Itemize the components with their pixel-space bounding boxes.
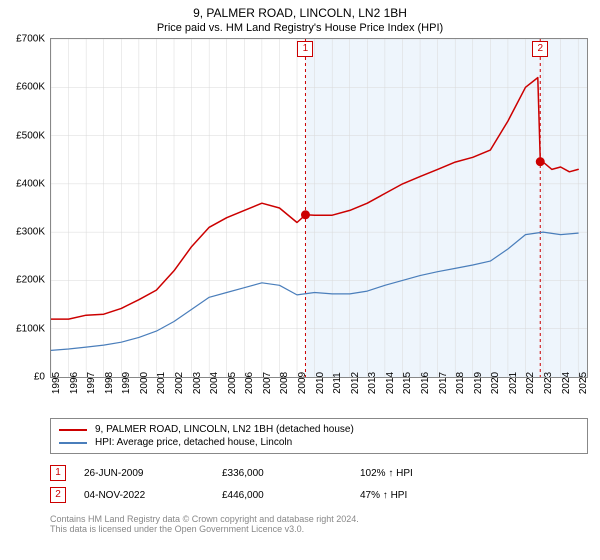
event-marker: 2 <box>532 41 548 57</box>
x-axis-label: 2022 <box>525 372 536 394</box>
transaction-price: £446,000 <box>222 490 342 501</box>
x-axis-label: 2015 <box>402 372 413 394</box>
y-axis-label: £0 <box>34 372 45 383</box>
x-axis-label: 2004 <box>209 372 220 394</box>
x-axis-label: 2018 <box>455 372 466 394</box>
x-axis-label: 2002 <box>174 372 185 394</box>
transaction-date: 04-NOV-2022 <box>84 490 204 501</box>
transaction-pct: 102% ↑ HPI <box>360 468 480 479</box>
x-axis-label: 2008 <box>279 372 290 394</box>
chart-plot-area: £0£100K£200K£300K£400K£500K£600K£700K199… <box>50 38 588 378</box>
chart-container: 9, PALMER ROAD, LINCOLN, LN2 1BH Price p… <box>0 0 600 560</box>
y-axis-label: £100K <box>16 323 45 334</box>
transaction-row: 1 26-JUN-2009 £336,000 102% ↑ HPI <box>50 462 588 484</box>
x-axis-label: 1999 <box>121 372 132 394</box>
x-axis-label: 2023 <box>543 372 554 394</box>
x-axis-label: 2016 <box>420 372 431 394</box>
footer-line: Contains HM Land Registry data © Crown c… <box>50 514 588 524</box>
x-axis-label: 2001 <box>156 372 167 394</box>
y-axis-label: £400K <box>16 178 45 189</box>
event-marker: 1 <box>297 41 313 57</box>
x-axis-label: 2009 <box>297 372 308 394</box>
x-axis-label: 2007 <box>262 372 273 394</box>
transaction-price: £336,000 <box>222 468 342 479</box>
legend-row: 9, PALMER ROAD, LINCOLN, LN2 1BH (detach… <box>59 423 579 436</box>
y-axis-label: £600K <box>16 82 45 93</box>
x-axis-label: 2003 <box>192 372 203 394</box>
legend-row: HPI: Average price, detached house, Linc… <box>59 436 579 449</box>
x-axis-label: 2006 <box>244 372 255 394</box>
legend-swatch <box>59 442 87 444</box>
footer-text: Contains HM Land Registry data © Crown c… <box>50 514 588 534</box>
transaction-marker: 1 <box>50 465 66 481</box>
x-axis-label: 1998 <box>104 372 115 394</box>
legend-swatch <box>59 429 87 431</box>
x-axis-label: 2024 <box>561 372 572 394</box>
footer-line: This data is licensed under the Open Gov… <box>50 524 588 534</box>
x-axis-label: 2019 <box>473 372 484 394</box>
legend-box: 9, PALMER ROAD, LINCOLN, LN2 1BH (detach… <box>50 418 588 454</box>
x-axis-label: 1996 <box>69 372 80 394</box>
x-axis-label: 1997 <box>86 372 97 394</box>
legend-and-footer: 9, PALMER ROAD, LINCOLN, LN2 1BH (detach… <box>50 418 588 534</box>
chart-title: 9, PALMER ROAD, LINCOLN, LN2 1BH <box>0 0 600 20</box>
x-axis-label: 2014 <box>385 372 396 394</box>
transaction-row: 2 04-NOV-2022 £446,000 47% ↑ HPI <box>50 484 588 506</box>
x-axis-label: 2012 <box>350 372 361 394</box>
x-axis-label: 2021 <box>508 372 519 394</box>
y-axis-label: £200K <box>16 275 45 286</box>
transactions-table: 1 26-JUN-2009 £336,000 102% ↑ HPI 2 04-N… <box>50 462 588 506</box>
legend-label: HPI: Average price, detached house, Linc… <box>95 437 292 448</box>
x-axis-label: 2020 <box>490 372 501 394</box>
x-axis-label: 2000 <box>139 372 150 394</box>
chart-subtitle: Price paid vs. HM Land Registry's House … <box>0 20 600 38</box>
x-axis-label: 2005 <box>227 372 238 394</box>
x-axis-label: 2017 <box>438 372 449 394</box>
x-axis-label: 2011 <box>332 372 343 394</box>
y-axis-label: £300K <box>16 227 45 238</box>
legend-label: 9, PALMER ROAD, LINCOLN, LN2 1BH (detach… <box>95 424 354 435</box>
x-axis-label: 2025 <box>578 372 589 394</box>
x-axis-label: 2013 <box>367 372 378 394</box>
y-axis-label: £500K <box>16 130 45 141</box>
chart-svg <box>51 39 587 377</box>
x-axis-label: 1995 <box>51 372 62 394</box>
x-axis-label: 2010 <box>315 372 326 394</box>
transaction-pct: 47% ↑ HPI <box>360 490 480 501</box>
transaction-marker: 2 <box>50 487 66 503</box>
transaction-date: 26-JUN-2009 <box>84 468 204 479</box>
y-axis-label: £700K <box>16 34 45 45</box>
